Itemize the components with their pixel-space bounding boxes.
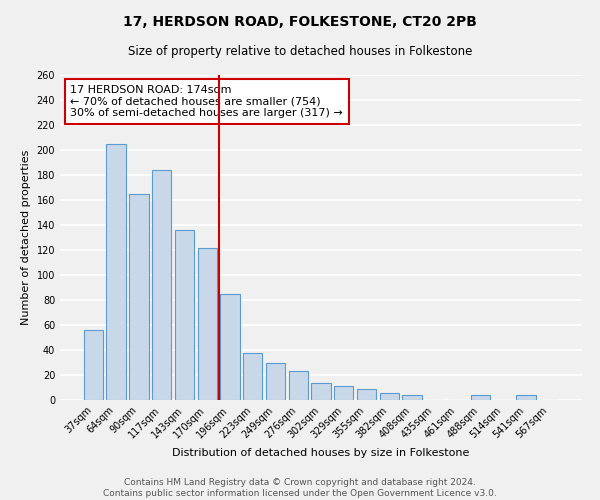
Bar: [129, 194, 149, 400]
X-axis label: Distribution of detached houses by size in Folkestone: Distribution of detached houses by size …: [172, 448, 470, 458]
Bar: [357, 389, 376, 400]
Y-axis label: Number of detached properties: Number of detached properties: [21, 150, 31, 325]
Text: Size of property relative to detached houses in Folkestone: Size of property relative to detached ho…: [128, 45, 472, 58]
Bar: [106, 144, 126, 400]
Bar: [220, 294, 239, 400]
Bar: [403, 395, 422, 400]
Text: Contains HM Land Registry data © Crown copyright and database right 2024.
Contai: Contains HM Land Registry data © Crown c…: [103, 478, 497, 498]
Text: 17 HERDSON ROAD: 174sqm
← 70% of detached houses are smaller (754)
30% of semi-d: 17 HERDSON ROAD: 174sqm ← 70% of detache…: [70, 84, 343, 118]
Bar: [289, 371, 308, 400]
Bar: [380, 392, 399, 400]
Bar: [516, 395, 536, 400]
Bar: [84, 330, 103, 400]
Bar: [311, 382, 331, 400]
Bar: [152, 170, 172, 400]
Bar: [470, 395, 490, 400]
Bar: [175, 230, 194, 400]
Bar: [266, 362, 285, 400]
Bar: [197, 248, 217, 400]
Text: 17, HERDSON ROAD, FOLKESTONE, CT20 2PB: 17, HERDSON ROAD, FOLKESTONE, CT20 2PB: [123, 15, 477, 29]
Bar: [334, 386, 353, 400]
Bar: [243, 352, 262, 400]
